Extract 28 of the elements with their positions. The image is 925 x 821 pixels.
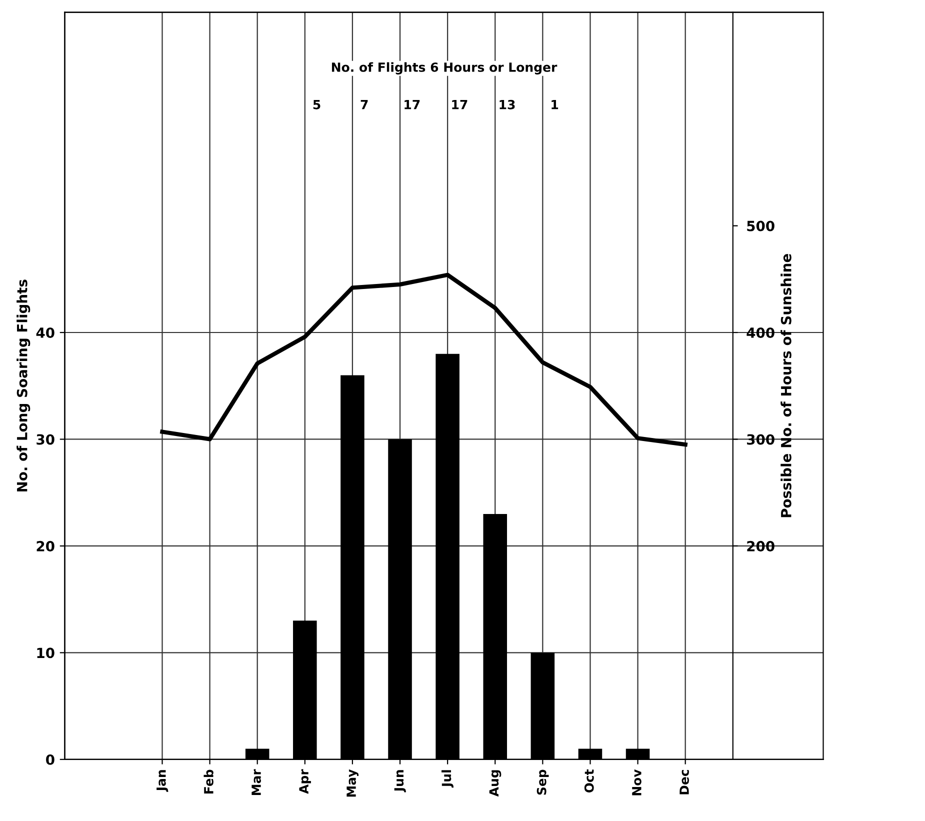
x-tick-label: Jul [442, 770, 454, 788]
x-tick-label: Apr [299, 769, 311, 794]
x-tick-label: Feb [204, 770, 214, 794]
x-tick-label: Oct [584, 769, 594, 793]
x-tick-label: Mar [252, 769, 261, 796]
y-tick-label: 40 [36, 327, 54, 338]
line-series [160, 272, 688, 447]
y2-axis-title: Possible No. of Hours of Sunshine [780, 254, 792, 518]
x-tick-label: Nov [632, 769, 642, 796]
x-tick-label: Dec [680, 770, 689, 794]
annotation: 17 [452, 100, 468, 110]
annotation: 1 [552, 100, 558, 110]
y2-tick-label: 500 [747, 220, 774, 232]
y-tick-label: 0 [46, 754, 54, 765]
annotation: 5 [313, 100, 320, 110]
annotation: 13 [500, 100, 515, 110]
x-tick-label: Jan [156, 770, 168, 792]
annotation: 17 [404, 100, 420, 110]
x-tick-label: Aug [489, 770, 502, 797]
annotation: No. of Flights 6 Hours or Longer [332, 62, 558, 74]
x-tick-label: May [346, 769, 359, 797]
y-tick-label: 20 [36, 540, 54, 552]
x-tick-label: Jun [394, 770, 406, 792]
y-tick-label: 30 [36, 434, 54, 445]
x-tick-label: Sep [536, 770, 549, 795]
annotation: 7 [360, 100, 368, 110]
y-axis-title: No. of Long Soaring Flights [16, 280, 30, 492]
y-tick-label: 10 [37, 648, 54, 658]
